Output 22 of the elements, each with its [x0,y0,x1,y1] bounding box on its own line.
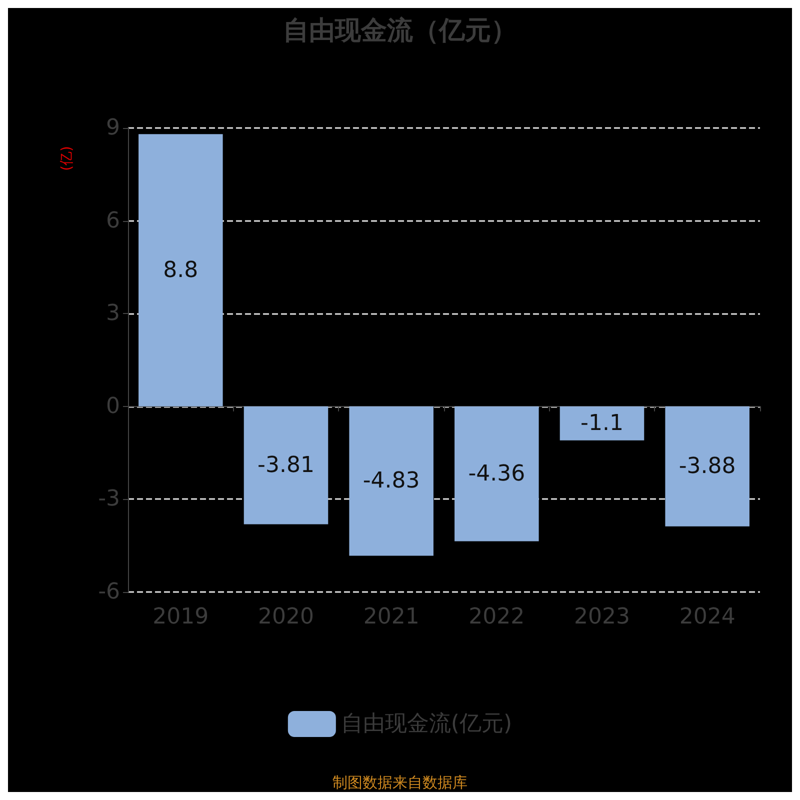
text: 制图数据来自数据库 [332,774,468,792]
x-tick-label: 2020 [258,604,314,630]
x-tick-label: 2022 [468,604,525,630]
y-axis-title: (亿) [59,146,75,171]
y-tick-label: 9 [106,116,120,140]
y-tick-label: -6 [98,580,120,604]
x-tick-label: 2021 [363,604,420,630]
data-label: 8.8 [163,258,198,283]
y-tick-label: 3 [106,301,120,326]
data-label: -4.83 [362,468,420,494]
y-tick-label: 6 [106,208,120,234]
y-tick-label: -3 [98,486,120,512]
data-label: -1.1 [580,410,624,436]
legend-label: 自由现金流(亿元) [340,712,512,736]
chart-title: 自由现金流（亿元） [283,16,517,46]
x-tick-label: 2023 [574,604,630,630]
data-label: -3.81 [258,452,314,478]
data-label: -4.36 [468,461,526,486]
y-tick-label: 0 [106,394,120,419]
x-tick-label: 2024 [679,604,736,630]
x-tick-label: 2019 [152,604,209,630]
data-label: -3.88 [678,454,736,479]
